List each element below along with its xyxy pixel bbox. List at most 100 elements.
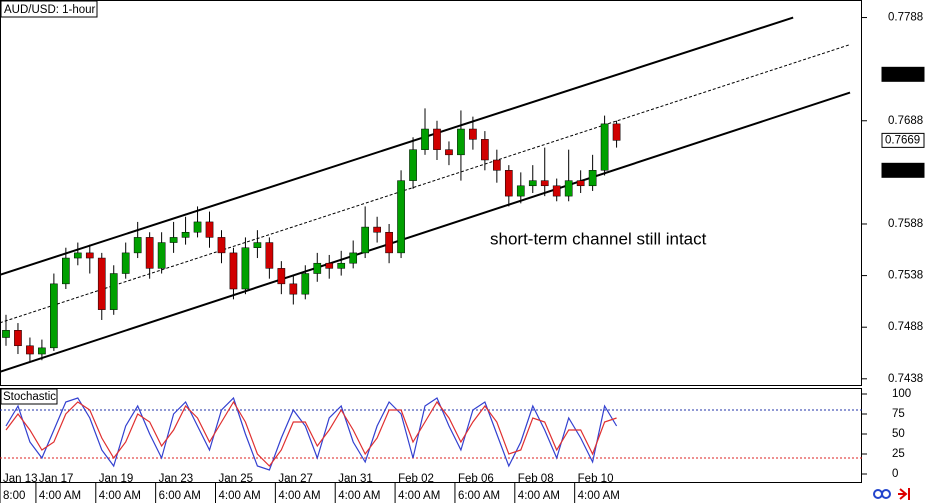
price-marker-box xyxy=(881,66,925,82)
candle-body xyxy=(528,180,537,187)
candle-body xyxy=(121,252,130,274)
candle-body xyxy=(481,139,489,161)
y-tick-label: 0 xyxy=(892,468,898,480)
x-tick-sublabel: 6:00 AM xyxy=(458,490,500,502)
stoch-line xyxy=(5,400,617,467)
footer-icons[interactable] xyxy=(873,488,910,500)
candle-body xyxy=(2,330,10,338)
x-tick-label: Jan 25 xyxy=(219,473,254,485)
price-pane xyxy=(0,0,862,386)
x-tick-label: Jan 23 xyxy=(159,473,194,485)
icon[interactable] xyxy=(898,488,910,500)
candle-body xyxy=(385,231,393,254)
candle-body xyxy=(349,252,358,264)
y-tick-label: 75 xyxy=(892,408,905,420)
candle-body xyxy=(38,347,46,355)
candle-body xyxy=(540,180,549,187)
candle-body xyxy=(277,268,286,285)
candle-body xyxy=(421,128,429,150)
y-tick-label: 0.7688 xyxy=(888,115,923,127)
y-tick-label: 0.7438 xyxy=(888,373,923,385)
candle-body xyxy=(445,149,453,156)
title-box xyxy=(0,0,98,18)
candle-body xyxy=(265,242,274,269)
candle-body xyxy=(612,123,621,141)
y-tick-label: 0.7488 xyxy=(888,321,923,333)
x-tick-sublabel: 4:00 AM xyxy=(99,490,141,502)
y-tick-label: 0.7588 xyxy=(888,218,923,230)
candle-body xyxy=(361,226,369,254)
candle-body xyxy=(97,257,106,310)
x-tick-sublabel: 4:00 AM xyxy=(518,490,560,502)
candle-body xyxy=(73,252,82,259)
candle-body xyxy=(373,226,381,233)
stoch-line xyxy=(5,396,618,471)
candle-body xyxy=(253,242,262,248)
y-tick-label: 50 xyxy=(892,428,905,440)
x-tick-label: Feb 08 xyxy=(518,473,554,485)
candle-body xyxy=(181,231,190,238)
y-tick-label: 0.7788 xyxy=(888,12,923,24)
x-tick-label: Jan 13 xyxy=(3,473,38,485)
candle-body xyxy=(564,180,573,197)
icon[interactable] xyxy=(881,489,891,499)
x-tick-sublabel: 8:00 xyxy=(3,490,25,502)
x-tick-sublabel: 4:00 AM xyxy=(578,490,620,502)
stoch-title-box xyxy=(0,388,58,405)
price-marker-label: 0.7669 xyxy=(885,134,920,146)
candle-body xyxy=(516,185,525,197)
candle-body xyxy=(504,170,513,197)
candle-body xyxy=(457,128,465,156)
x-tick-sublabel: 6:00 AM xyxy=(159,490,201,502)
candle-body xyxy=(193,221,202,233)
y-tick-label: 0.7538 xyxy=(888,270,923,282)
x-tick-label: Jan 31 xyxy=(338,473,373,485)
x-tick-label: Jan 17 xyxy=(39,473,74,485)
candle-body xyxy=(409,149,417,181)
candle-body xyxy=(469,128,477,140)
candle-body xyxy=(588,170,597,187)
price-marker-box xyxy=(881,132,925,148)
price-marker-label: 0.7733 xyxy=(885,68,920,80)
candle-body xyxy=(552,185,561,197)
candle-body xyxy=(313,262,322,274)
candle-body xyxy=(241,247,250,290)
candle-body xyxy=(26,345,34,355)
candle-body xyxy=(205,221,214,238)
price-marker-box xyxy=(881,162,925,178)
candle-body xyxy=(397,180,405,254)
chart-title: AUD/USD: 1-hour xyxy=(4,4,96,16)
candle-body xyxy=(576,180,585,187)
candle-body xyxy=(433,128,441,150)
icon[interactable] xyxy=(873,489,883,499)
candle-body xyxy=(157,242,166,269)
candle-body xyxy=(301,273,310,295)
candle-body xyxy=(600,123,609,171)
candle-body xyxy=(133,237,142,254)
candle-body xyxy=(289,283,298,295)
x-tick-sublabel: 4:00 AM xyxy=(39,490,81,502)
candle-body xyxy=(217,237,226,254)
x-tick-label: Jan 19 xyxy=(99,473,134,485)
candle-body xyxy=(50,283,58,349)
x-tick-sublabel: 4:00 AM xyxy=(278,490,320,502)
price-marker-label: 0.764 xyxy=(885,164,914,176)
candle-body xyxy=(493,159,501,171)
candle-body xyxy=(169,237,178,243)
x-tick-label: Jan 27 xyxy=(278,473,313,485)
x-tick-label: Feb 06 xyxy=(458,473,494,485)
x-tick-sublabel: 4:00 AM xyxy=(219,490,261,502)
channel-line xyxy=(0,44,851,324)
y-tick-label: 100 xyxy=(892,388,911,400)
stochastic-pane xyxy=(0,388,862,483)
channel-line xyxy=(0,16,794,276)
x-tick-label: Feb 10 xyxy=(578,473,614,485)
x-tick-sublabel: 4:00 AM xyxy=(398,490,440,502)
candle-body xyxy=(62,257,70,285)
candle-body xyxy=(109,273,118,310)
candle-body xyxy=(229,252,238,290)
candle-body xyxy=(14,330,22,347)
stoch-title: Stochastic xyxy=(3,391,56,403)
x-tick-sublabel: 4:00 AM xyxy=(338,490,380,502)
